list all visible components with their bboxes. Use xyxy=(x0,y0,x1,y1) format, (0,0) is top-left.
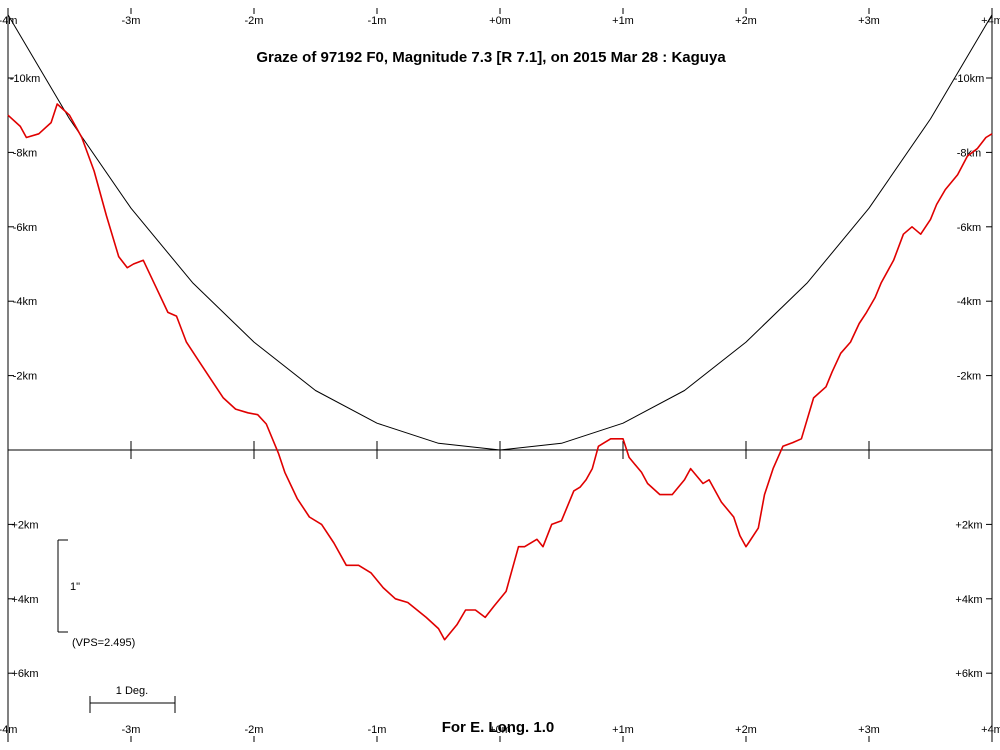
y-tick-label-left: -8km xyxy=(13,147,37,159)
y-tick-label-left: -10km xyxy=(10,73,41,85)
y-tick-label-right: +4km xyxy=(955,594,982,606)
x-tick-label-bottom: +0m xyxy=(489,724,511,736)
x-tick-label-bottom: -4m xyxy=(0,724,17,736)
y-tick-label-left: +2km xyxy=(11,519,38,531)
chart-footer: For E. Long. 1.0 xyxy=(442,719,555,736)
y-tick-label-right: +6km xyxy=(955,668,982,680)
x-tick-label-bottom: -1m xyxy=(368,724,387,736)
x-tick-label-bottom: -2m xyxy=(245,724,264,736)
x-tick-label-bottom: -3m xyxy=(122,724,141,736)
x-tick-label-top: +4m xyxy=(981,15,1000,27)
lunar-limb-profile-line xyxy=(7,103,993,641)
x-tick-label-top: +1m xyxy=(612,15,634,27)
limb-parabola-line xyxy=(7,14,993,451)
chart-title: Graze of 97192 F0, Magnitude 7.3 [R 7.1]… xyxy=(256,49,726,66)
y-tick-label-right: -4km xyxy=(957,296,981,308)
series-lines xyxy=(7,14,993,641)
x-tick-label-top: -3m xyxy=(122,15,141,27)
arcsec-scale-label: 1" xyxy=(70,581,80,593)
degree-scale-label: 1 Deg. xyxy=(116,685,148,697)
x-tick-label-bottom: +1m xyxy=(612,724,634,736)
x-tick-label-bottom: +3m xyxy=(858,724,880,736)
y-tick-label-right: -10km xyxy=(954,73,985,85)
x-tick-label-bottom: +4m xyxy=(981,724,1000,736)
scale-bars: 1" (VPS=2.495) 1 Deg. xyxy=(57,539,176,713)
y-tick-label-right: +2km xyxy=(955,519,982,531)
y-tick-label-left: -4km xyxy=(13,296,37,308)
x-tick-label-bottom: +2m xyxy=(735,724,757,736)
x-tick-label-top: -2m xyxy=(245,15,264,27)
x-tick-label-top: -1m xyxy=(368,15,387,27)
y-tick-label-right: -6km xyxy=(957,222,981,234)
y-tick-label-right: -2km xyxy=(957,371,981,383)
x-tick-label-top: +2m xyxy=(735,15,757,27)
x-tick-label-top: +0m xyxy=(489,15,511,27)
y-tick-label-left: -2km xyxy=(13,371,37,383)
y-tick-label-left: +6km xyxy=(11,668,38,680)
vps-label: (VPS=2.495) xyxy=(72,637,135,649)
y-tick-label-left: +4km xyxy=(11,594,38,606)
x-tick-label-top: +3m xyxy=(858,15,880,27)
y-tick-label-left: -6km xyxy=(13,222,37,234)
tick-labels: -4m-4m-3m-3m-2m-2m-1m-1m+0m+0m+1m+1m+2m+… xyxy=(0,15,1000,736)
